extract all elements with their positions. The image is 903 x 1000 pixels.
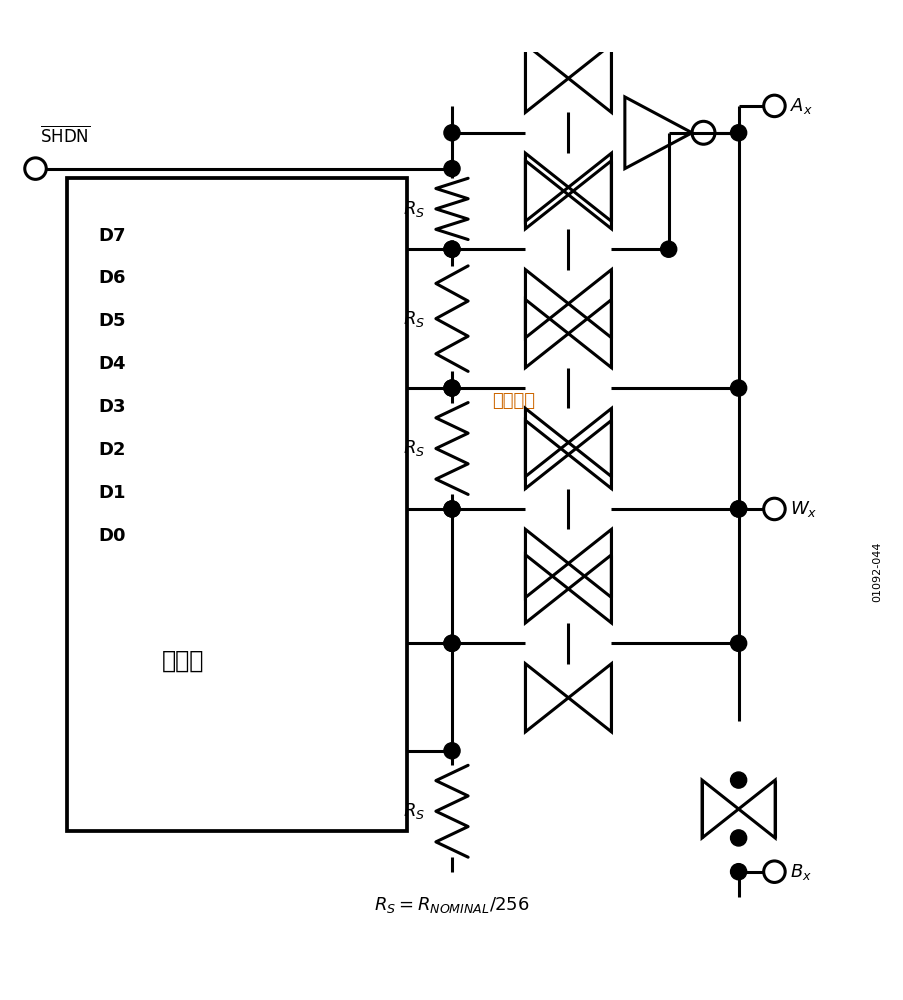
Circle shape <box>443 241 460 257</box>
Text: D2: D2 <box>98 441 126 459</box>
Circle shape <box>443 501 460 517</box>
Circle shape <box>443 635 460 651</box>
Circle shape <box>730 501 746 517</box>
Circle shape <box>730 635 746 651</box>
Text: $W_x$: $W_x$ <box>789 499 816 519</box>
Circle shape <box>443 743 460 759</box>
Circle shape <box>730 830 746 846</box>
Circle shape <box>730 125 746 141</box>
Circle shape <box>730 501 746 517</box>
Text: $R_S$: $R_S$ <box>403 801 424 821</box>
Text: 01092-044: 01092-044 <box>871 541 881 602</box>
Circle shape <box>443 161 460 177</box>
Text: D6: D6 <box>98 269 126 287</box>
Text: D7: D7 <box>98 227 126 245</box>
Text: $R_S = R_{NOMINAL}/256$: $R_S = R_{NOMINAL}/256$ <box>374 895 529 915</box>
Circle shape <box>443 380 460 396</box>
Text: $B_x$: $B_x$ <box>789 862 811 882</box>
Text: $A_x$: $A_x$ <box>789 96 812 116</box>
Text: D4: D4 <box>98 355 126 373</box>
Circle shape <box>443 501 460 517</box>
Text: D0: D0 <box>98 527 126 545</box>
Circle shape <box>730 772 746 788</box>
Text: D3: D3 <box>98 398 126 416</box>
Circle shape <box>660 241 676 257</box>
Bar <box>67 178 406 831</box>
Text: $R_S$: $R_S$ <box>403 309 424 329</box>
Circle shape <box>443 241 460 257</box>
Circle shape <box>443 125 460 141</box>
Text: D5: D5 <box>98 312 126 330</box>
Circle shape <box>443 380 460 396</box>
Circle shape <box>730 380 746 396</box>
Text: 译码器: 译码器 <box>162 649 204 673</box>
Text: $R_S$: $R_S$ <box>403 438 424 458</box>
Circle shape <box>730 864 746 880</box>
Text: $\overline{\rm SHDN}$: $\overline{\rm SHDN}$ <box>40 125 90 146</box>
Text: $R_S$: $R_S$ <box>403 199 424 219</box>
Text: D1: D1 <box>98 484 126 502</box>
Circle shape <box>443 635 460 651</box>
Text: 模拟开关: 模拟开关 <box>492 392 535 410</box>
